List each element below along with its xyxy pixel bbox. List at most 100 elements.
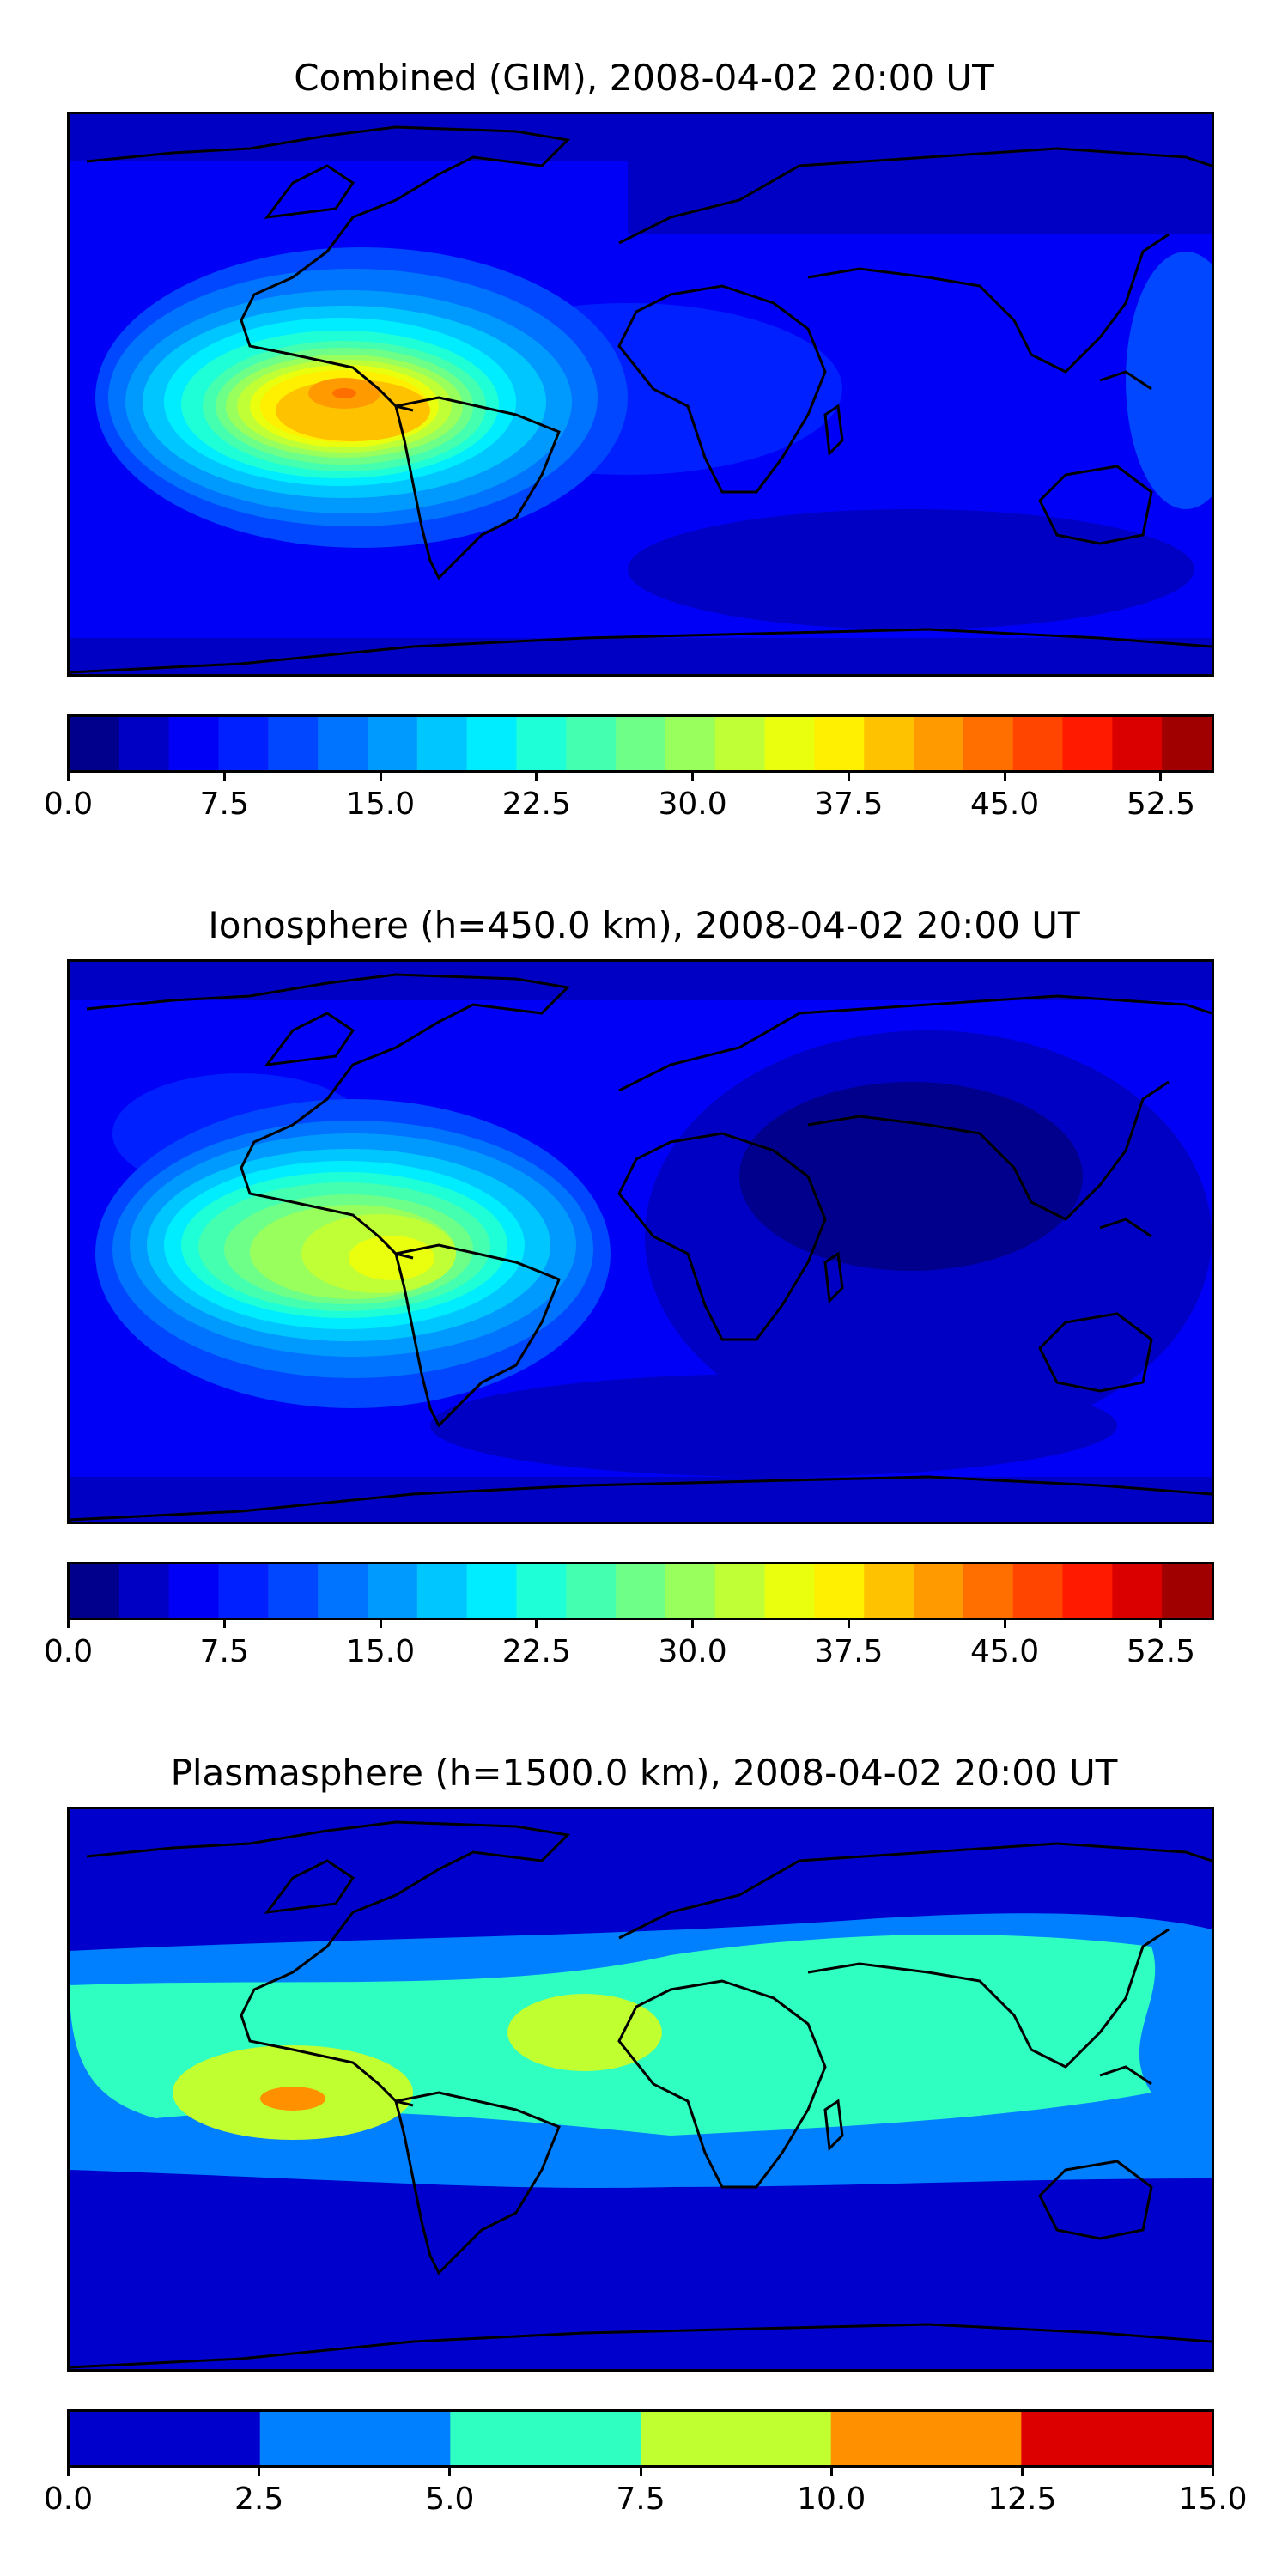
colorbar-segment: [1112, 1564, 1163, 1618]
colorbar-segment: [914, 1564, 964, 1618]
colorbar-tick-label: 22.5: [501, 1634, 571, 1669]
colorbar-segment: [1162, 717, 1212, 770]
colorbar-segment: [566, 717, 617, 770]
colorbar-segment: [864, 1564, 914, 1618]
colorbar-tick-label: 0.0: [43, 2482, 94, 2517]
colorbar-tick-label: 7.5: [199, 787, 249, 822]
colorbar-segment: [665, 1564, 716, 1618]
colorbar-tick-label: 52.5: [1126, 1634, 1195, 1669]
colorbar-segment: [1062, 717, 1113, 770]
colorbar-tick: [1020, 2465, 1024, 2476]
colorbar-tick-label: 45.0: [970, 787, 1040, 822]
colorbar-segment: [616, 1564, 666, 1618]
colorbar-tick: [448, 2465, 452, 2476]
colorbar-segment: [641, 2412, 832, 2465]
colorbar-segment: [764, 717, 815, 770]
colorbar-tick-label: 7.5: [616, 2482, 665, 2517]
colorbar-segment: [218, 1564, 269, 1618]
colorbar-segment: [450, 2412, 641, 2465]
colorbar-segment: [1012, 1564, 1064, 1618]
panel-1-colorbar: [67, 714, 1214, 773]
colorbar-segment: [318, 717, 368, 770]
colorbar-tick: [1159, 770, 1163, 781]
colorbar-tick-label: 22.5: [501, 787, 571, 822]
colorbar-tick: [639, 2465, 642, 2476]
panel-2-title: Ionosphere (h=450.0 km), 2008-04-02 20:0…: [208, 904, 1080, 946]
colorbar-tick-label: 10.0: [797, 2482, 866, 2517]
panel-3-coastlines: [70, 1820, 1212, 2369]
colorbar-tick: [258, 2465, 261, 2476]
colorbar-segment: [1062, 1564, 1113, 1618]
colorbar-segment: [466, 1564, 518, 1618]
colorbar-tick-label: 30.0: [658, 1634, 727, 1669]
colorbar-tick-label: 15.0: [345, 1634, 416, 1669]
panel-2-colorbar: [67, 1562, 1214, 1620]
colorbar-segment: [864, 717, 914, 770]
colorbar-tick: [535, 1618, 538, 1628]
colorbar-tick: [67, 1618, 70, 1628]
colorbar-tick: [1003, 1618, 1006, 1628]
colorbar-tick: [691, 770, 695, 781]
colorbar-tick-label: 15.0: [345, 787, 416, 822]
colorbar-segment: [367, 1564, 418, 1618]
panel-2-map: [67, 959, 1214, 1524]
colorbar-segment: [70, 1564, 120, 1618]
colorbar-segment: [830, 2412, 1022, 2465]
colorbar-segment: [416, 1564, 468, 1618]
colorbar-tick-label: 15.0: [1178, 2482, 1248, 2517]
colorbar-segment: [764, 1564, 815, 1618]
colorbar-segment: [814, 1564, 865, 1618]
panel-1-map: [67, 112, 1214, 677]
colorbar-segment: [1162, 1564, 1212, 1618]
colorbar-segment: [268, 1564, 319, 1618]
colorbar-tick-label: 7.5: [199, 1634, 249, 1669]
colorbar-segment: [168, 717, 220, 770]
colorbar-tick-label: 37.5: [814, 787, 884, 822]
panel-1-southern-low: [628, 509, 1194, 629]
colorbar-segment: [168, 1564, 220, 1618]
colorbar-segment: [70, 717, 120, 770]
panel-1-coastlines: [70, 125, 1212, 674]
panel-2-colorbar-ticks: 0.0 7.5 15.0 22.5 30.0 37.5 45.0 52.5: [44, 1618, 1214, 1678]
colorbar-segment: [268, 717, 319, 770]
colorbar-tick: [535, 770, 538, 781]
colorbar-tick: [829, 2465, 833, 2476]
colorbar-tick: [1159, 1618, 1163, 1628]
colorbar-segment: [665, 717, 716, 770]
colorbar-tick: [1212, 2465, 1214, 2476]
colorbar-tick-label: 0.0: [43, 787, 94, 822]
colorbar-segment: [714, 717, 766, 770]
colorbar-segment: [963, 1564, 1014, 1618]
colorbar-tick: [847, 1618, 850, 1628]
panel-3-title: Plasmasphere (h=1500.0 km), 2008-04-02 2…: [170, 1752, 1118, 1794]
colorbar-segment: [914, 717, 964, 770]
colorbar-segment: [1012, 717, 1064, 770]
colorbar-segment: [616, 717, 666, 770]
colorbar-tick: [691, 1618, 695, 1628]
colorbar-segment: [516, 1564, 567, 1618]
panel-1-colorbar-ticks: 0.0 7.5 15.0 22.5 30.0 37.5 45.0 52.5: [44, 770, 1214, 830]
panel-2-coastlines: [70, 973, 1212, 1522]
colorbar-segment: [416, 717, 468, 770]
colorbar-tick-label: 45.0: [970, 1634, 1040, 1669]
colorbar-segment: [466, 717, 518, 770]
colorbar-segment: [70, 2412, 261, 2465]
colorbar-tick: [67, 770, 70, 781]
panel-3-africa-max: [507, 1994, 662, 2071]
colorbar-segment: [814, 717, 865, 770]
colorbar-segment: [1021, 2412, 1212, 2465]
colorbar-tick: [1003, 770, 1006, 781]
colorbar-tick-label: 5.0: [425, 2482, 475, 2517]
panel-3-colorbar-ticks: 0.0 2.5 5.0 7.5 10.0 12.5 15.0: [44, 2465, 1248, 2525]
colorbar-segment: [516, 717, 567, 770]
colorbar-tick-label: 37.5: [814, 1634, 884, 1669]
panel-2-anomaly-peak: [349, 1236, 434, 1280]
colorbar-tick-label: 2.5: [234, 2482, 284, 2517]
panel-3-map: [67, 1807, 1214, 2372]
panel-3-pacific-peak: [260, 2087, 325, 2111]
colorbar-segment: [1112, 717, 1163, 770]
colorbar-segment: [218, 717, 269, 770]
panel-3-colorbar: [67, 2409, 1214, 2468]
colorbar-tick: [379, 1618, 382, 1628]
colorbar-segment: [118, 717, 170, 770]
